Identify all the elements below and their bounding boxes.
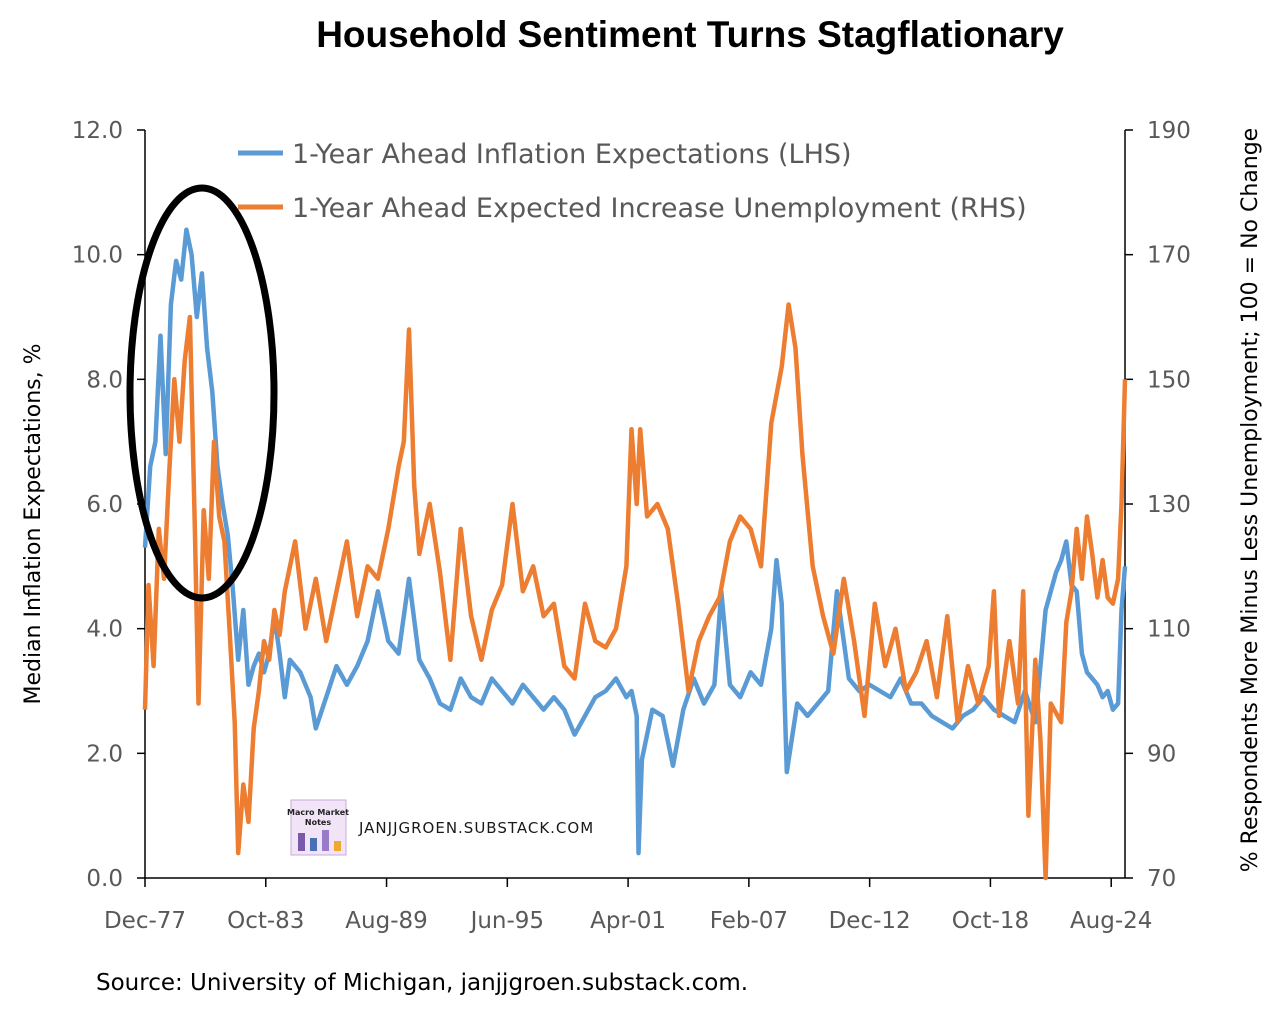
legend-label-2: 1-Year Ahead Expected Increase Unemploym…: [292, 193, 1027, 224]
series-line-1: [142, 227, 1128, 856]
x-tick-label: Feb-07: [710, 908, 788, 934]
watermark: Macro Market Notes JANJJGROEN.SUBSTACK.C…: [287, 799, 594, 856]
watermark-logo-bar-4: [334, 841, 341, 851]
watermark-text: JANJJGROEN.SUBSTACK.COM: [358, 819, 594, 837]
highlight-ellipse: [126, 184, 278, 602]
series-group: [142, 227, 1128, 881]
axes-group: 0.0 2.0 4.0 6.0 8.0 10.0 12.0 70 90 110 130 150 170 1…: [21, 118, 1263, 934]
right-tick-label: 150: [1147, 367, 1191, 393]
legend: 1-Year Ahead Inflation Expectations (LHS…: [238, 139, 1027, 224]
x-tick-label: Dec-12: [829, 908, 911, 934]
source-note: Source: University of Michigan, janjjgro…: [96, 970, 749, 996]
watermark-logo-bar-3: [322, 830, 329, 851]
left-tick-label: 10.0: [72, 243, 123, 269]
x-tick-label: Aug-24: [1070, 908, 1152, 934]
chart-svg: 0.0 2.0 4.0 6.0 8.0 10.0 12.0 70 90 110 130 150 170 1…: [21, 118, 1263, 934]
right-tick-label: 90: [1147, 741, 1176, 767]
watermark-logo-line2: Notes: [305, 818, 331, 827]
left-tick-label: 4.0: [86, 617, 123, 643]
x-tick-label: Dec-77: [104, 908, 186, 934]
right-tick-label: 110: [1147, 617, 1191, 643]
left-tick-label: 12.0: [72, 118, 123, 144]
left-tick-label: 0.0: [86, 866, 123, 892]
left-tick-label: 6.0: [86, 492, 123, 518]
right-axis-title: % Respondents More Minus Less Unemployme…: [1238, 128, 1263, 872]
series-line-2: [142, 302, 1128, 881]
x-tick-label: Apr-01: [590, 908, 666, 934]
watermark-logo-line1: Macro Market: [287, 808, 349, 817]
x-tick-label: Oct-18: [952, 908, 1029, 934]
x-tick-label: Aug-89: [345, 908, 427, 934]
x-tick-label: Jun-95: [469, 908, 545, 934]
right-tick-label: 70: [1147, 866, 1176, 892]
right-tick-label: 190: [1147, 118, 1191, 144]
left-axis-title: Median Inflation Expectations, %: [21, 343, 46, 704]
left-tick-label: 2.0: [86, 741, 123, 767]
legend-label-1: 1-Year Ahead Inflation Expectations (LHS…: [292, 139, 852, 170]
right-tick-label: 170: [1147, 243, 1191, 269]
chart-title: Household Sentiment Turns Stagflationary: [316, 14, 1064, 55]
right-tick-label: 130: [1147, 492, 1191, 518]
x-tick-label: Oct-83: [227, 908, 304, 934]
watermark-logo-bar-1: [298, 833, 305, 851]
watermark-logo-bar-2: [310, 838, 317, 851]
left-tick-label: 8.0: [86, 367, 123, 393]
